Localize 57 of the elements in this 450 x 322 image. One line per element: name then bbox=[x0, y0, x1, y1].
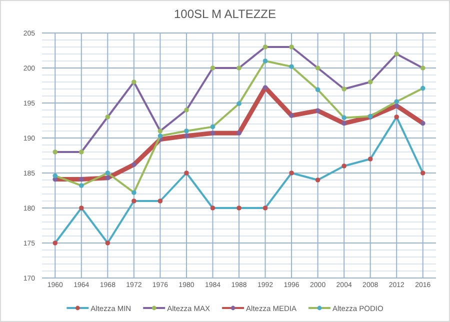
point bbox=[52, 240, 58, 246]
point bbox=[79, 206, 84, 210]
point bbox=[342, 86, 346, 92]
point bbox=[342, 164, 346, 168]
point bbox=[342, 115, 346, 120]
point bbox=[262, 58, 268, 64]
point bbox=[105, 240, 110, 246]
point bbox=[52, 150, 58, 154]
point bbox=[184, 108, 189, 112]
point bbox=[289, 44, 294, 50]
point bbox=[184, 134, 189, 138]
point bbox=[420, 170, 426, 176]
point bbox=[105, 176, 110, 180]
point bbox=[158, 128, 163, 134]
point bbox=[368, 80, 373, 84]
point bbox=[210, 130, 216, 136]
point bbox=[315, 108, 320, 114]
point bbox=[79, 176, 84, 182]
point bbox=[236, 101, 242, 106]
point bbox=[158, 198, 163, 204]
point bbox=[315, 66, 320, 70]
point bbox=[262, 44, 268, 50]
point bbox=[132, 80, 136, 84]
point bbox=[394, 114, 399, 120]
point bbox=[262, 206, 268, 210]
point bbox=[210, 124, 216, 130]
point bbox=[289, 113, 294, 118]
point bbox=[262, 85, 268, 90]
point bbox=[210, 66, 216, 70]
point bbox=[420, 86, 426, 91]
point bbox=[132, 162, 136, 167]
point bbox=[105, 114, 110, 120]
point bbox=[236, 206, 242, 210]
point bbox=[158, 134, 163, 138]
point bbox=[315, 87, 320, 92]
point bbox=[79, 183, 84, 188]
point bbox=[105, 170, 110, 176]
point bbox=[289, 170, 294, 176]
point bbox=[132, 198, 136, 204]
point bbox=[236, 130, 242, 136]
point bbox=[184, 170, 189, 176]
point bbox=[420, 120, 426, 126]
point bbox=[315, 178, 320, 182]
point bbox=[394, 99, 399, 104]
point bbox=[394, 103, 399, 108]
chart-title: 100SL M ALTEZZE bbox=[174, 7, 276, 21]
point bbox=[368, 156, 373, 162]
point bbox=[79, 150, 84, 154]
point bbox=[394, 52, 399, 56]
point bbox=[236, 66, 242, 70]
point bbox=[342, 120, 346, 126]
point bbox=[210, 206, 216, 210]
point bbox=[52, 173, 58, 178]
point bbox=[132, 190, 136, 195]
point bbox=[184, 128, 189, 134]
point bbox=[420, 66, 426, 70]
point bbox=[289, 64, 294, 69]
